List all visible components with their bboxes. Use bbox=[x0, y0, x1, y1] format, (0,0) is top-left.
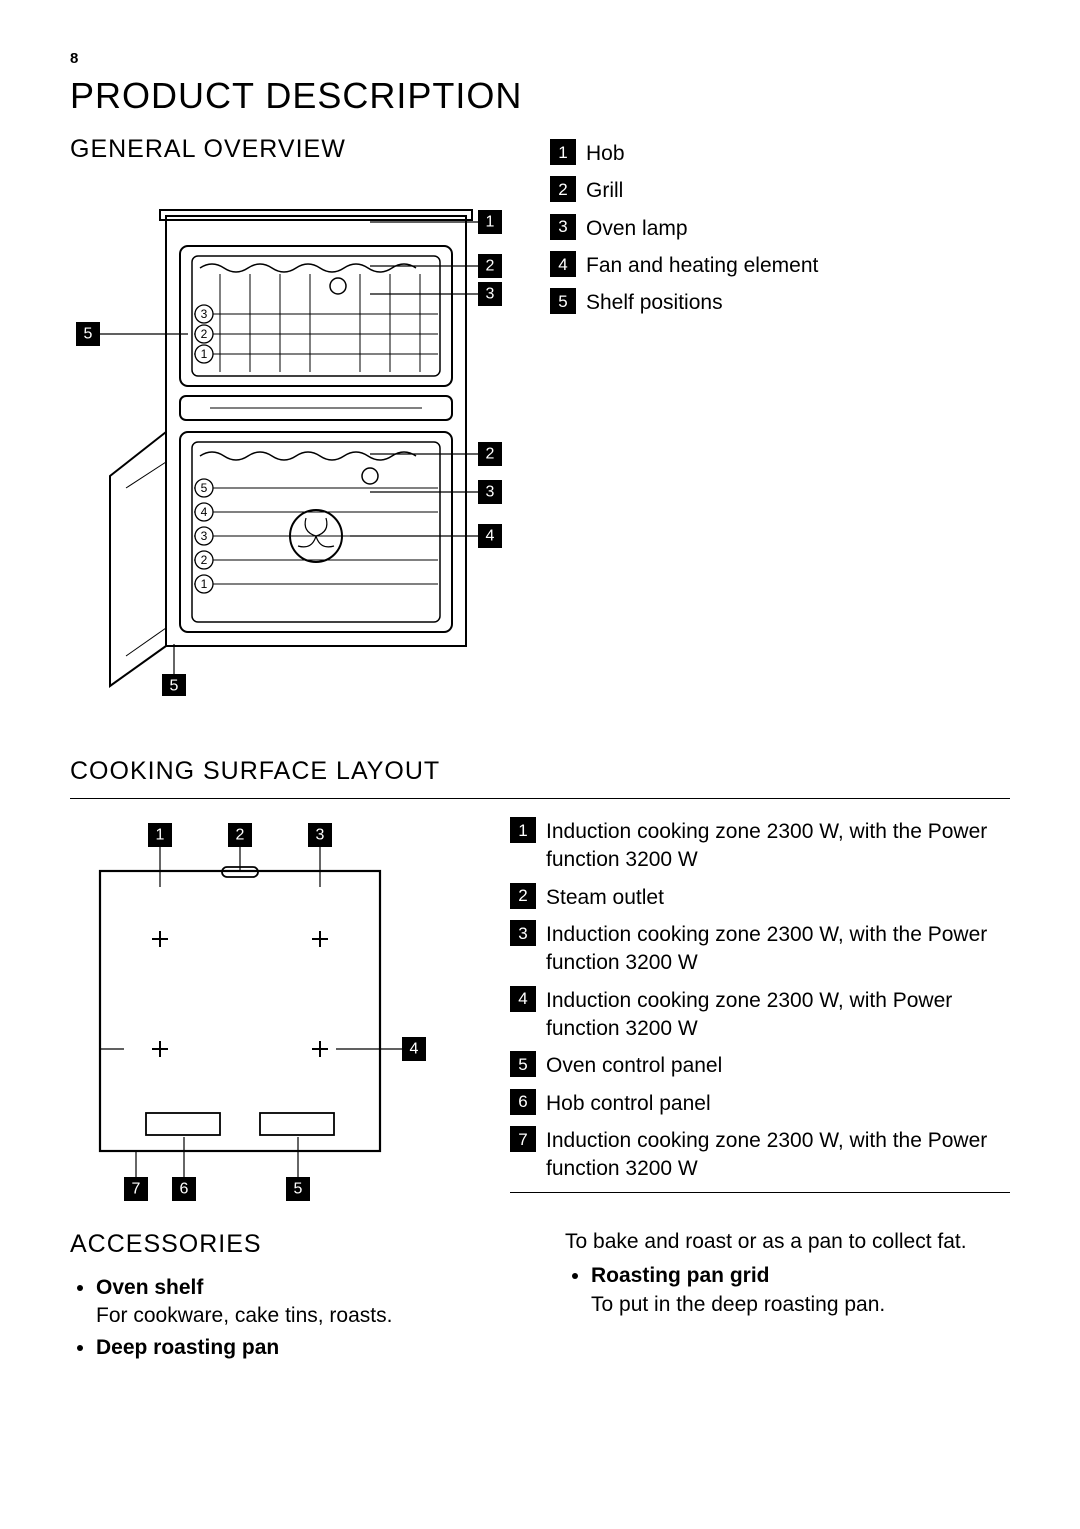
svg-text:2: 2 bbox=[486, 446, 495, 463]
cooking-section: COOKING SURFACE LAYOUT 1 2 3 bbox=[70, 757, 1010, 1222]
manual-page: 8 PRODUCT DESCRIPTION GENERAL OVERVIEW bbox=[0, 0, 1080, 1487]
divider bbox=[70, 798, 1010, 799]
legend-item: 4Fan and heating element bbox=[550, 251, 1010, 280]
svg-text:4: 4 bbox=[410, 1041, 419, 1058]
legend-item: 1Hob bbox=[550, 139, 1010, 168]
svg-text:1: 1 bbox=[156, 827, 165, 844]
overview-heading: GENERAL OVERVIEW bbox=[70, 135, 510, 164]
svg-text:4: 4 bbox=[486, 528, 495, 545]
badge-icon: 1 bbox=[510, 817, 536, 843]
svg-text:1: 1 bbox=[486, 214, 495, 231]
accessories-heading: ACCESSORIES bbox=[70, 1228, 515, 1262]
oven-diagram: 3 2 1 bbox=[70, 176, 510, 701]
legend-item: 3Induction cooking zone 2300 W, with the… bbox=[510, 920, 1010, 978]
legend-item: 6Hob control panel bbox=[510, 1089, 1010, 1118]
svg-text:3: 3 bbox=[201, 307, 208, 321]
svg-text:5: 5 bbox=[84, 326, 93, 343]
badge-icon: 7 bbox=[510, 1126, 536, 1152]
cooking-diagram: 1 2 3 bbox=[70, 817, 450, 1222]
svg-text:4: 4 bbox=[201, 505, 208, 519]
legend-item: 7Induction cooking zone 2300 W, with the… bbox=[510, 1126, 1010, 1184]
svg-text:1: 1 bbox=[201, 577, 208, 591]
svg-text:2: 2 bbox=[201, 553, 208, 567]
accessories-left: ACCESSORIES Oven shelf For cookware, cak… bbox=[70, 1228, 515, 1367]
badge-icon: 4 bbox=[550, 251, 576, 277]
badge-icon: 3 bbox=[510, 920, 536, 946]
overview-left: GENERAL OVERVIEW bbox=[70, 135, 510, 731]
legend-item: 5Shelf positions bbox=[550, 288, 1010, 317]
badge-icon: 3 bbox=[550, 214, 576, 240]
page-title: PRODUCT DESCRIPTION bbox=[70, 75, 1010, 117]
svg-text:3: 3 bbox=[486, 286, 495, 303]
legend-item: 1Induction cooking zone 2300 W, with the… bbox=[510, 817, 1010, 875]
svg-text:2: 2 bbox=[486, 258, 495, 275]
legend-item: 2Steam outlet bbox=[510, 883, 1010, 912]
divider bbox=[510, 1192, 1010, 1193]
badge-icon: 5 bbox=[550, 288, 576, 314]
accessory-item: Roasting pan grid To put in the deep roa… bbox=[591, 1262, 1010, 1319]
accessories-right: To bake and roast or as a pan to collect… bbox=[565, 1228, 1010, 1367]
svg-text:5: 5 bbox=[294, 1181, 303, 1198]
accessory-item: Oven shelf For cookware, cake tins, roas… bbox=[96, 1274, 515, 1331]
svg-text:5: 5 bbox=[170, 678, 179, 695]
svg-text:5: 5 bbox=[201, 481, 208, 495]
svg-text:2: 2 bbox=[201, 327, 208, 341]
svg-text:3: 3 bbox=[316, 827, 325, 844]
legend-item: 5Oven control panel bbox=[510, 1051, 1010, 1080]
svg-text:6: 6 bbox=[180, 1181, 189, 1198]
svg-text:3: 3 bbox=[201, 529, 208, 543]
page-number: 8 bbox=[70, 50, 1010, 67]
svg-text:1: 1 bbox=[201, 347, 208, 361]
cooking-heading: COOKING SURFACE LAYOUT bbox=[70, 757, 1010, 786]
badge-icon: 2 bbox=[510, 883, 536, 909]
cooking-legend: 1Induction cooking zone 2300 W, with the… bbox=[510, 817, 1010, 1222]
overview-legend: 1Hob 2Grill 3Oven lamp 4Fan and heating … bbox=[550, 135, 1010, 731]
svg-text:2: 2 bbox=[236, 827, 245, 844]
badge-icon: 2 bbox=[550, 176, 576, 202]
badge-icon: 5 bbox=[510, 1051, 536, 1077]
overview-row: GENERAL OVERVIEW bbox=[70, 135, 1010, 731]
badge-icon: 4 bbox=[510, 986, 536, 1012]
svg-text:3: 3 bbox=[486, 484, 495, 501]
accessories-section: ACCESSORIES Oven shelf For cookware, cak… bbox=[70, 1228, 1010, 1367]
accessory-item: Deep roasting pan bbox=[96, 1334, 515, 1362]
legend-item: 4Induction cooking zone 2300 W, with Pow… bbox=[510, 986, 1010, 1044]
badge-icon: 6 bbox=[510, 1089, 536, 1115]
legend-item: 3Oven lamp bbox=[550, 214, 1010, 243]
svg-text:7: 7 bbox=[132, 1181, 141, 1198]
badge-icon: 1 bbox=[550, 139, 576, 165]
legend-item: 2Grill bbox=[550, 176, 1010, 205]
